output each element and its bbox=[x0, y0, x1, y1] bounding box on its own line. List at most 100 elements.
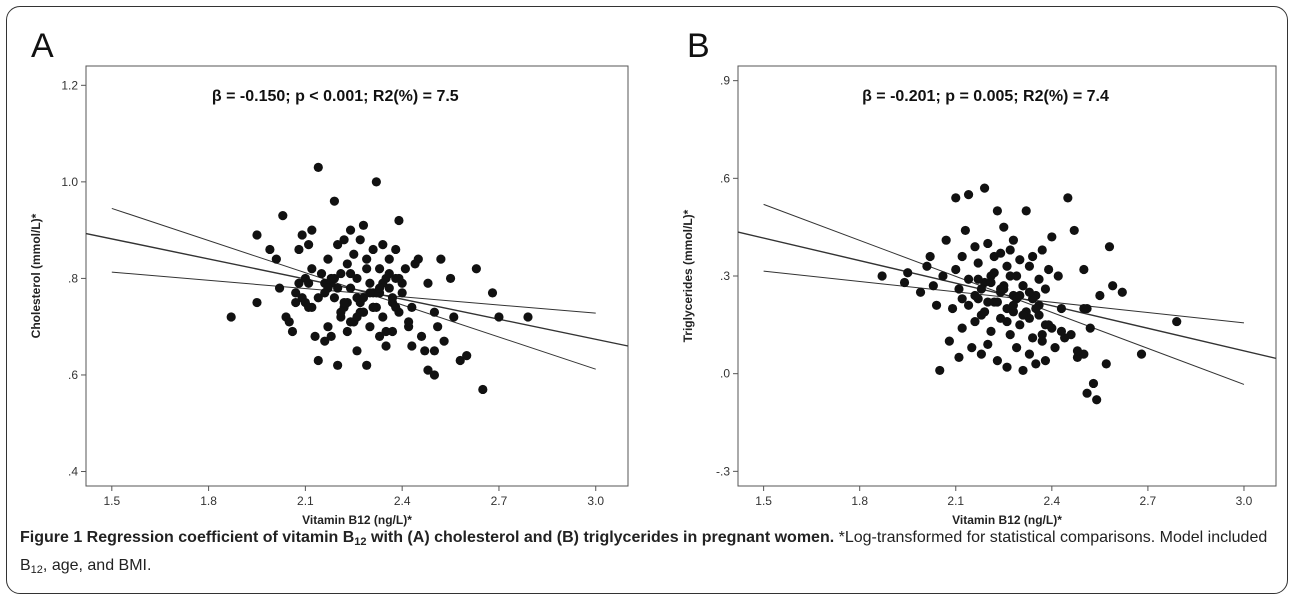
panel-b-data-point bbox=[1104, 242, 1115, 252]
panel-a-data-point bbox=[384, 268, 394, 279]
panel-a-data-point bbox=[313, 293, 323, 303]
panel-a-data-point bbox=[352, 312, 362, 322]
panel-b-data-point bbox=[954, 284, 964, 294]
panel-a-data-point bbox=[265, 244, 275, 255]
panel-a-data-point bbox=[368, 302, 378, 312]
panel-b-data-point bbox=[1005, 271, 1015, 281]
panel-b-data-point bbox=[954, 352, 964, 362]
panel-a-y-tick-label: .8 bbox=[68, 271, 78, 285]
panel-b-data-point bbox=[963, 190, 974, 200]
panel-b-data-point bbox=[963, 274, 974, 284]
panel-a-data-point bbox=[429, 370, 440, 380]
panel-a-data-point bbox=[410, 259, 420, 269]
panel-a-data-point bbox=[523, 312, 533, 322]
panel-a-data-point bbox=[333, 283, 343, 293]
caption-label: Figure 1 bbox=[20, 529, 83, 546]
panel-a-data-point bbox=[436, 254, 446, 264]
panel-b-data-point bbox=[957, 294, 967, 304]
panel-a-letter: A bbox=[31, 27, 54, 65]
panel-a-data-point bbox=[381, 326, 391, 337]
panel-b-data-point bbox=[1172, 316, 1182, 327]
panel-a-data-point bbox=[323, 254, 333, 264]
panel-a-data-point bbox=[333, 240, 343, 250]
panel-a-data-point bbox=[404, 317, 414, 327]
panel-a-data-point bbox=[387, 326, 398, 337]
panel-a-x-tick-label: 1.5 bbox=[103, 494, 120, 508]
panel-a-data-point bbox=[374, 283, 385, 293]
panel-a-y-tick-label: 1.0 bbox=[61, 175, 78, 189]
panel-a-data-point bbox=[407, 341, 417, 351]
panel-a-regression-line bbox=[85, 232, 629, 347]
panel-b-data-point bbox=[1037, 336, 1047, 346]
panel-a-data-point bbox=[420, 346, 430, 356]
panel-b-y-tick-label: .0 bbox=[720, 367, 730, 381]
panel-b-data-point bbox=[1018, 310, 1028, 320]
panel-a-y-tick-label: .4 bbox=[68, 465, 78, 479]
panel-a-data-point bbox=[445, 273, 456, 284]
panel-b-data-point bbox=[1002, 362, 1012, 372]
panel-b-data-point bbox=[1072, 346, 1083, 356]
panel-a-data-point bbox=[329, 273, 340, 284]
panel-a-x-tick-label: 1.8 bbox=[200, 494, 217, 508]
panel-b-data-point bbox=[931, 300, 942, 310]
panel-b-data-point bbox=[1056, 326, 1067, 336]
panel-b-data-point bbox=[1005, 330, 1015, 340]
panel-a-data-point bbox=[345, 225, 356, 235]
panel-a-data-point bbox=[333, 360, 343, 370]
panel-b-data-point bbox=[1050, 343, 1060, 353]
panel-a-data-point bbox=[358, 307, 369, 317]
panel-b-data-point bbox=[1037, 330, 1047, 340]
panel-b-regression-line bbox=[737, 231, 1277, 360]
caption-title-pre: Regression coefficient of vitamin B bbox=[82, 529, 355, 546]
panel-b-data-point bbox=[1018, 365, 1028, 376]
panel-a-data-point bbox=[362, 254, 372, 264]
panel-a-data-point bbox=[362, 264, 372, 274]
panel-b-data-point bbox=[970, 290, 980, 301]
panel-a-y-tick-label: 1.2 bbox=[61, 78, 78, 92]
panel-b-data-point bbox=[935, 365, 945, 376]
panel-a-data-point bbox=[433, 322, 443, 332]
panel-b-data-point bbox=[1136, 349, 1147, 359]
panel-b-data-point bbox=[1018, 281, 1028, 291]
panel-b-data-point bbox=[986, 277, 996, 288]
panel-b-x-axis-label: Vitamin B12 (ng/L)* bbox=[952, 513, 1062, 527]
panel-a-data-point bbox=[378, 312, 388, 322]
panel-b-data-point bbox=[967, 343, 977, 353]
panel-b-data-point bbox=[1008, 235, 1019, 245]
panel-a-data-point bbox=[342, 326, 352, 337]
panel-a-data-point bbox=[345, 268, 356, 279]
panel-a-data-point bbox=[342, 259, 352, 269]
panel-b-x-tick-label: 2.4 bbox=[1043, 494, 1060, 508]
panel-b-data-point bbox=[992, 297, 1002, 307]
panel-b-data-point bbox=[973, 274, 983, 284]
panel-b-data-point bbox=[1031, 303, 1041, 314]
panel-a-data-point bbox=[487, 288, 498, 298]
panel-b-data-point bbox=[922, 261, 932, 271]
panel-b-data-point bbox=[941, 235, 951, 245]
panel-a-data-point bbox=[416, 331, 427, 341]
panel-b-data-point bbox=[1015, 320, 1025, 330]
panel-a-ci-lower-line bbox=[111, 271, 596, 314]
panel-a-data-point bbox=[316, 268, 327, 279]
panel-a-data-point bbox=[429, 346, 440, 356]
panel-a-plot-frame bbox=[85, 65, 629, 487]
panel-b-data-point bbox=[976, 349, 986, 359]
panel-a-x-tick-label: 2.7 bbox=[491, 494, 508, 508]
panel-b-stats-annotation: β = -0.201; p = 0.005; R2(%) = 7.4 bbox=[862, 88, 1109, 105]
panel-b-data-point bbox=[1002, 261, 1012, 271]
panel-a-data-point bbox=[365, 278, 375, 288]
panel-a-data-point bbox=[271, 254, 281, 264]
panel-b-data-point bbox=[928, 281, 938, 291]
panel-b-data-point bbox=[992, 356, 1002, 366]
panel-b-data-point bbox=[989, 268, 999, 278]
panel-b-data-point bbox=[970, 242, 980, 252]
panel-a-data-point bbox=[365, 288, 375, 298]
panel-b-x-tick-label: 1.5 bbox=[755, 494, 772, 508]
panel-b-data-point bbox=[915, 287, 926, 297]
panel-a-data-point bbox=[339, 297, 349, 308]
panel-a-data-point bbox=[336, 307, 346, 317]
panel-a-x-tick-label: 2.1 bbox=[297, 494, 314, 508]
panel-a-data-point bbox=[252, 230, 262, 240]
panel-b-data-point bbox=[944, 336, 954, 346]
